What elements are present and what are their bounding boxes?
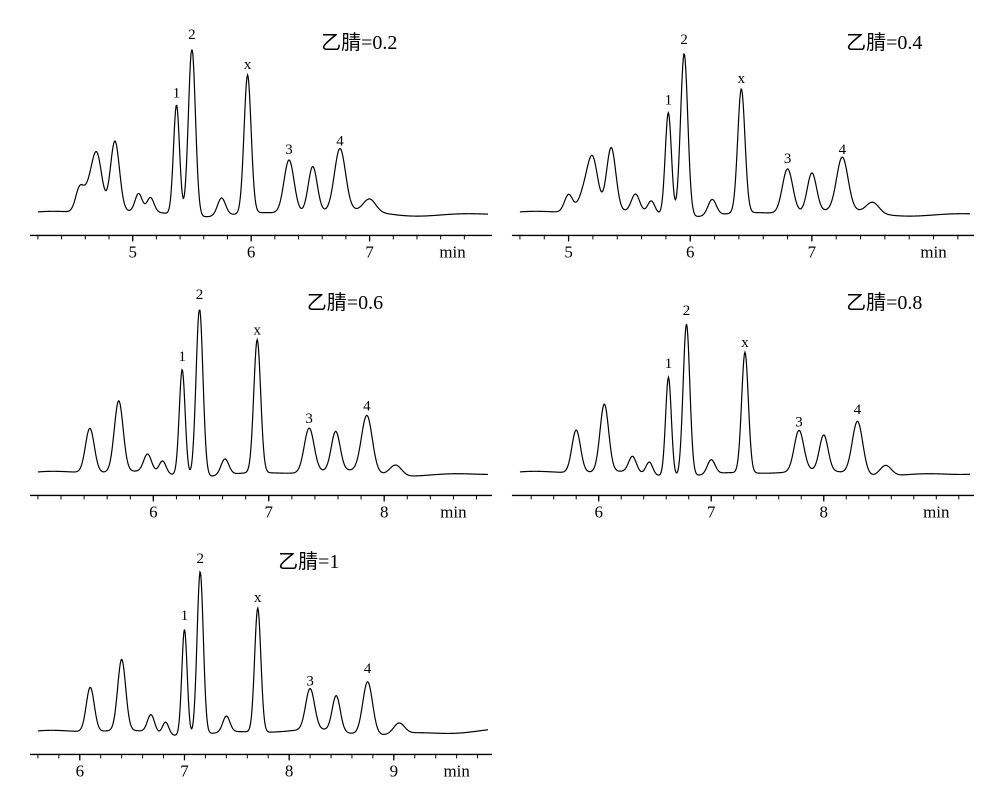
peak-label: 2	[196, 552, 203, 568]
panel-title: 乙腈=1	[278, 545, 339, 574]
empty-panel	[502, 539, 980, 789]
peak-label: 4	[363, 398, 371, 414]
peak-label: 2	[683, 303, 690, 319]
chromatogram-panel-0.4: 5 6 7 min 1 2 x 3 4 乙腈=0.4	[502, 20, 980, 270]
peak-label: x	[254, 591, 262, 607]
x-tick-label: 6	[686, 242, 694, 261]
x-axis-unit: min	[440, 502, 467, 521]
x-tick-label: 8	[820, 502, 828, 521]
peak-label: 3	[305, 411, 312, 427]
x-tick-label: 7	[180, 762, 188, 781]
chromatogram-svg: 5 6 7 min 1 2 x 3 4	[20, 20, 498, 270]
x-tick-label: 7	[808, 242, 816, 261]
peak-label: 2	[196, 287, 203, 303]
panel-title: 乙腈=0.6	[307, 286, 383, 315]
x-tick-label: 8	[285, 762, 293, 781]
peak-label: 1	[181, 608, 188, 624]
peak-label: 4	[839, 142, 847, 158]
chromatogram-panel-0.6: 6 7 8 min 1 2 x 3 4 乙腈=0.6	[20, 280, 498, 530]
peak-label: 1	[178, 349, 185, 365]
panel-title: 乙腈=0.4	[846, 26, 922, 55]
x-tick-label: 7	[265, 502, 273, 521]
peak-label: 3	[784, 151, 791, 167]
x-tick-label: 6	[76, 762, 84, 781]
x-tick-label: 5	[564, 242, 572, 261]
chromatogram-svg: 6 7 8 min 1 2 x 3 4	[502, 280, 980, 530]
x-tick-label: 6	[594, 502, 602, 521]
peak-label: 4	[336, 133, 344, 149]
chromatogram-panel-1: 6 7 8 9 min 1 2 x 3 4 乙腈=1	[20, 539, 498, 789]
peak-label: 3	[795, 414, 802, 430]
chromatogram-panel-0.2: 5 6 7 min 1 2 x 3 4 乙腈=0.2	[20, 20, 498, 270]
x-tick-label: 9	[390, 762, 398, 781]
chromatogram-trace	[38, 572, 488, 735]
x-tick-label: 7	[707, 502, 715, 521]
peak-label: 3	[306, 674, 313, 690]
peak-label: 1	[665, 93, 672, 109]
peak-label: 2	[680, 32, 687, 48]
x-axis-unit: min	[920, 242, 947, 261]
peak-label: 2	[188, 27, 195, 43]
chromatogram-svg: 5 6 7 min 1 2 x 3 4	[502, 20, 980, 270]
chromatogram-panel-0.8: 6 7 8 min 1 2 x 3 4 乙腈=0.8	[502, 280, 980, 530]
peak-label: 1	[173, 85, 180, 101]
chromatogram-grid: 5 6 7 min 1 2 x 3 4 乙腈=0.2 5 6 7 min 1 2 x 3 4 乙腈=0.4 6 7 8 m…	[20, 20, 980, 789]
panel-title: 乙腈=0.2	[321, 26, 397, 55]
peak-label: x	[741, 334, 749, 350]
chromatogram-svg: 6 7 8 9 min 1 2 x 3 4	[20, 539, 498, 789]
peak-label: x	[253, 322, 261, 338]
x-tick-label: 5	[128, 242, 136, 261]
peak-label: 4	[854, 402, 862, 418]
peak-label: 3	[285, 142, 292, 158]
x-axis-unit: min	[439, 242, 466, 261]
chromatogram-svg: 6 7 8 min 1 2 x 3 4	[20, 280, 498, 530]
peak-label: x	[244, 57, 252, 73]
x-tick-label: 6	[247, 242, 255, 261]
chromatogram-trace	[38, 50, 488, 216]
peak-label: 1	[665, 356, 672, 372]
x-tick-label: 7	[365, 242, 373, 261]
panel-title: 乙腈=0.8	[846, 286, 922, 315]
peak-label: x	[738, 71, 746, 87]
peak-label: 4	[364, 661, 372, 677]
x-tick-label: 8	[380, 502, 388, 521]
x-tick-label: 6	[149, 502, 157, 521]
chromatogram-trace	[38, 310, 488, 476]
x-axis-unit: min	[923, 502, 950, 521]
x-axis-unit: min	[443, 762, 470, 781]
